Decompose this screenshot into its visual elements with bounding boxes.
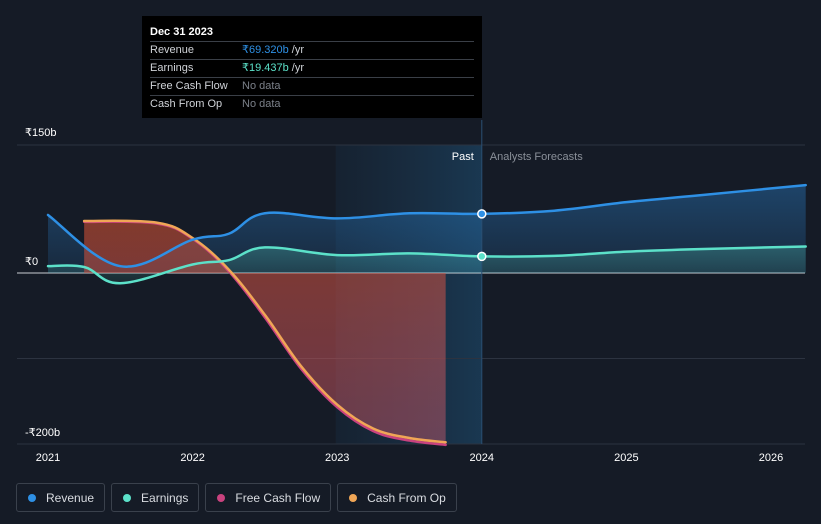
y-axis-labels: ₹150b ₹0 -₹200b xyxy=(25,127,60,439)
x-tick-label: 2024 xyxy=(470,452,494,464)
earnings-dot-icon xyxy=(123,493,132,502)
tooltip-row-cfo: Cash From Op No data xyxy=(150,95,474,113)
tooltip-label: Cash From Op xyxy=(150,98,223,110)
free-cash-flow-dot-icon xyxy=(217,493,226,502)
cash-from-op-dot-icon xyxy=(349,493,358,502)
earnings-area xyxy=(48,246,806,284)
legend-item-free-cash-flow[interactable]: Free Cash Flow xyxy=(205,483,332,512)
earnings-line xyxy=(46,245,807,285)
past-label: Past xyxy=(452,151,474,163)
tooltip-row-fcf: Free Cash Flow No data xyxy=(150,77,474,95)
tooltip: Dec 31 2023 Revenue ₹69.320b/yr Earnings… xyxy=(142,16,482,118)
tooltip-value: No data xyxy=(242,80,281,92)
y-tick-label: ₹150b xyxy=(25,127,56,139)
x-axis-labels: 2021 2022 2023 2024 2025 2026 xyxy=(36,452,783,464)
series-lines xyxy=(46,183,807,447)
cash-from-op-area xyxy=(84,220,446,443)
x-tick-label: 2021 xyxy=(36,452,60,464)
legend-label: Free Cash Flow xyxy=(235,490,321,505)
tooltip-value: ₹19.437b/yr xyxy=(242,62,304,74)
x-tick-label: 2023 xyxy=(325,452,349,464)
y-tick-label: ₹0 xyxy=(25,256,38,268)
legend-label: Cash From Op xyxy=(367,490,446,505)
revenue-marker xyxy=(477,209,487,219)
tooltip-value: No data xyxy=(242,98,281,110)
tooltip-label: Earnings xyxy=(150,62,194,74)
cash-from-op-line xyxy=(82,219,447,444)
legend-item-cash-from-op[interactable]: Cash From Op xyxy=(337,483,457,512)
tooltip-date: Dec 31 2023 xyxy=(150,26,213,38)
tooltip-row-revenue: Revenue ₹69.320b/yr xyxy=(150,41,474,59)
revenue-dot-icon xyxy=(28,493,36,502)
legend: Revenue Earnings Free Cash Flow Cash Fro… xyxy=(16,483,457,512)
free-cash-flow-area xyxy=(84,221,446,445)
y-tick-label: -₹200b xyxy=(25,427,60,439)
legend-item-revenue[interactable]: Revenue xyxy=(16,483,106,512)
earnings-marker xyxy=(477,251,487,262)
legend-item-earnings[interactable]: Earnings xyxy=(111,483,200,512)
tooltip-label: Free Cash Flow xyxy=(150,80,228,92)
legend-label: Earnings xyxy=(141,490,189,505)
x-tick-label: 2022 xyxy=(180,452,204,464)
tooltip-row-earnings: Earnings ₹19.437b/yr xyxy=(150,59,474,77)
tooltip-label: Revenue xyxy=(150,44,195,56)
x-tick-label: 2026 xyxy=(759,452,783,464)
tooltip-value: ₹69.320b/yr xyxy=(242,44,304,56)
forecast-label: Analysts Forecasts xyxy=(490,151,583,163)
revenue-line xyxy=(46,183,807,268)
legend-label: Revenue xyxy=(46,490,95,505)
highlight-markers xyxy=(477,209,487,262)
x-tick-label: 2025 xyxy=(614,452,638,464)
